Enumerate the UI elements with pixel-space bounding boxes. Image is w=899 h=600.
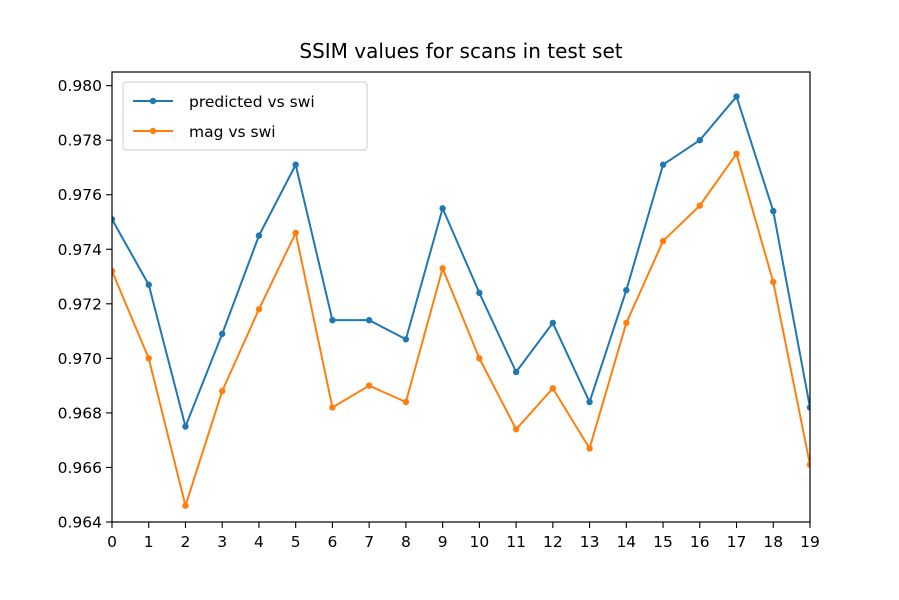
data-point <box>439 205 446 212</box>
legend-marker <box>149 97 157 105</box>
legend-label: mag vs swi <box>189 123 276 141</box>
data-point <box>329 404 336 411</box>
data-point <box>292 161 299 168</box>
x-tick-label: 3 <box>217 533 227 551</box>
data-point <box>806 404 810 411</box>
axes-frame <box>111 71 811 523</box>
data-point <box>623 319 630 327</box>
x-tick-label: 13 <box>580 533 600 551</box>
data-point <box>770 207 777 215</box>
series-layer <box>112 93 810 509</box>
data-point <box>512 368 520 376</box>
data-point <box>219 330 226 338</box>
x-tick-label: 17 <box>727 533 747 551</box>
chart-title: SSIM values for scans in test set <box>299 39 622 63</box>
y-tick-label: 0.974 <box>58 241 102 259</box>
data-point <box>476 355 483 362</box>
y-tick-label: 0.964 <box>58 514 102 532</box>
series-0 <box>112 93 810 430</box>
data-point <box>365 316 373 324</box>
y-axis: 0.964 0.966 0.968 0.970 0.972 0.974 0.976 0.978… <box>58 77 112 532</box>
data-point <box>255 306 263 313</box>
y-tick-label: 0.966 <box>58 459 102 477</box>
data-point <box>659 237 667 245</box>
series-line-0 <box>112 95 810 428</box>
data-point <box>329 316 336 324</box>
data-point <box>292 229 299 237</box>
data-point <box>770 278 777 286</box>
series-line-1 <box>112 152 810 507</box>
data-point <box>112 267 116 275</box>
data-point <box>586 398 593 406</box>
x-tick-label: 8 <box>401 533 411 551</box>
y-tick-label: 0.980 <box>58 77 102 95</box>
x-tick-label: 7 <box>364 533 374 551</box>
x-tick-label: 2 <box>181 533 191 551</box>
x-tick-label: 0 <box>107 533 117 551</box>
data-point <box>659 161 667 168</box>
x-tick-label: 14 <box>616 533 636 551</box>
legend-box <box>122 81 368 151</box>
data-point <box>182 423 189 430</box>
data-point <box>512 426 520 433</box>
data-point <box>623 286 630 294</box>
x-tick-label: 10 <box>470 533 490 551</box>
data-point <box>549 319 557 327</box>
legend-entry: predicted vs swi <box>133 93 315 111</box>
data-point <box>255 232 263 239</box>
data-point <box>696 202 703 209</box>
x-tick-label: 16 <box>690 533 710 551</box>
x-tick-label: 9 <box>438 533 448 551</box>
y-tick-label: 0.976 <box>58 186 102 204</box>
data-point <box>586 445 593 452</box>
data-point <box>549 385 557 392</box>
legend-entry: mag vs swi <box>133 123 276 141</box>
y-tick-label: 0.970 <box>58 350 102 368</box>
legend-label: predicted vs swi <box>189 93 315 111</box>
data-point <box>439 265 446 272</box>
x-tick-label: 11 <box>506 533 526 551</box>
x-tick-label: 12 <box>543 533 563 551</box>
data-point <box>402 336 410 343</box>
data-point <box>112 216 116 223</box>
legend: predicted vs swi mag vs swi <box>122 81 368 151</box>
x-axis: 0 1 2 3 4 5 6 7 8 9 10 11 12 13 14 15 16 17 18 19 <box>107 522 820 551</box>
data-point <box>182 502 189 509</box>
x-tick-label: 1 <box>144 533 154 551</box>
x-tick-label: 19 <box>800 533 820 551</box>
data-point <box>402 398 410 406</box>
data-point <box>145 355 152 362</box>
y-tick-label: 0.972 <box>58 295 102 313</box>
data-point <box>219 387 226 395</box>
x-tick-label: 15 <box>653 533 673 551</box>
y-tick-label: 0.978 <box>58 132 102 150</box>
x-tick-label: 6 <box>327 533 337 551</box>
series-1 <box>112 150 810 509</box>
data-point <box>145 281 152 288</box>
data-point <box>476 289 483 297</box>
legend-marker <box>149 127 157 135</box>
data-point <box>806 461 810 468</box>
data-point <box>365 382 373 389</box>
data-point <box>733 150 740 158</box>
x-tick-label: 5 <box>291 533 301 551</box>
data-point <box>733 93 740 100</box>
data-point <box>696 136 703 144</box>
x-tick-label: 18 <box>763 533 783 551</box>
y-tick-label: 0.968 <box>58 404 102 422</box>
x-tick-label: 4 <box>254 533 264 551</box>
